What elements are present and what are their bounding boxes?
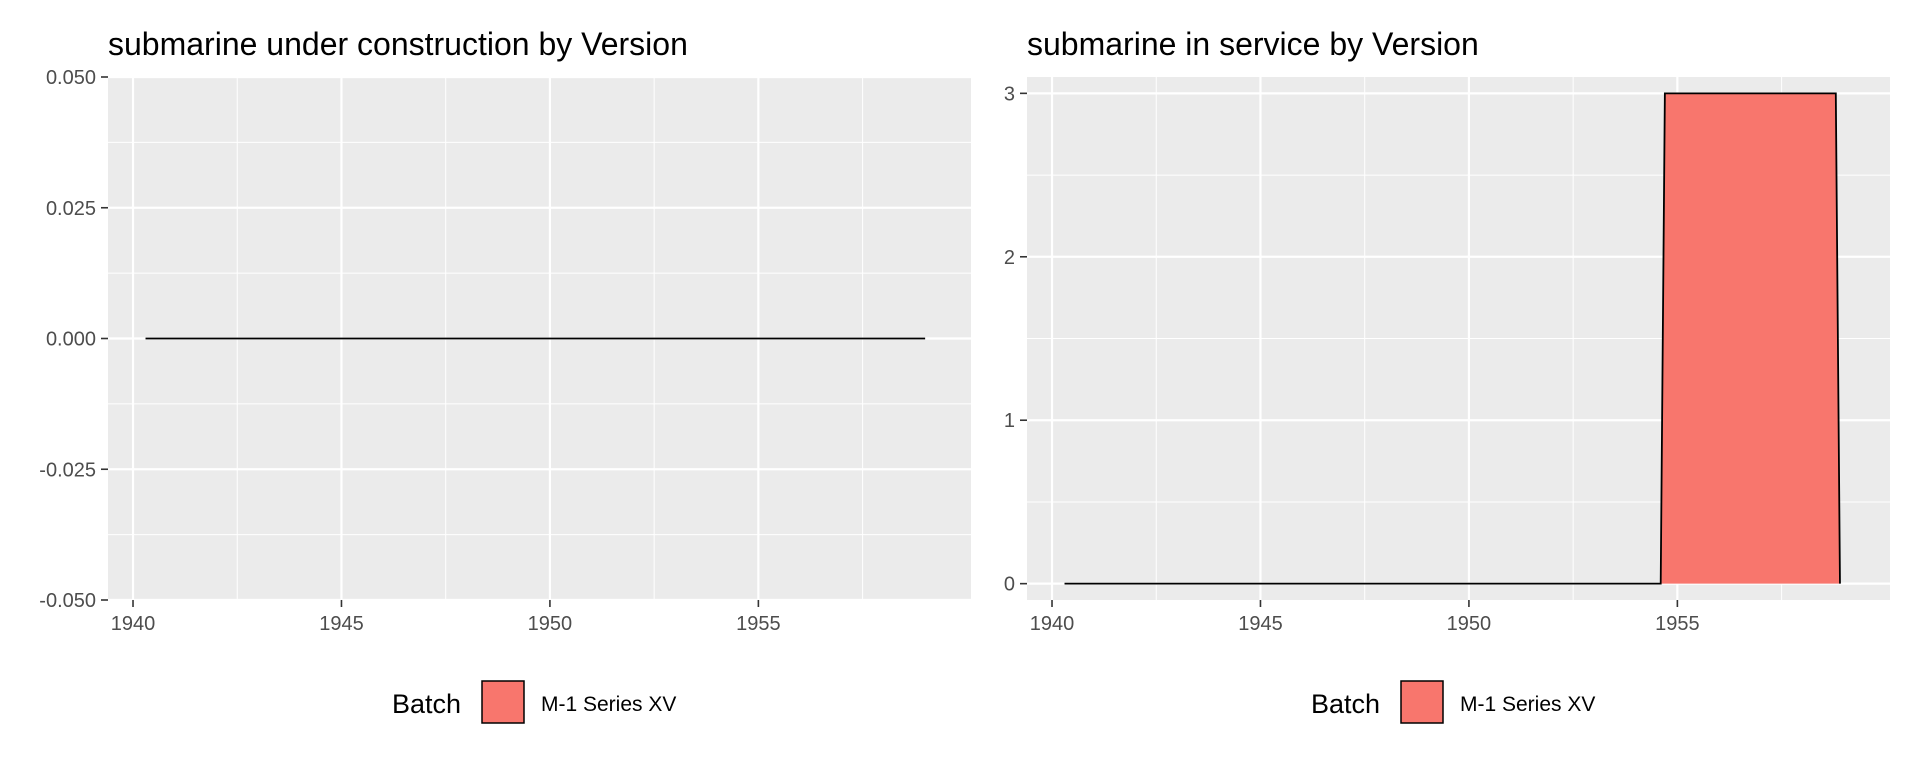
legend-key	[481, 680, 525, 724]
y-tick-label: -0.050	[39, 590, 96, 612]
y-axis: -0.050 -0.025 0.000 0.025 0.050	[39, 67, 108, 612]
legend: Batch M-1 Series XV	[1311, 680, 1595, 724]
x-tick-label: 1945	[1238, 613, 1283, 635]
legend-key	[1400, 680, 1444, 724]
legend: Batch M-1 Series XV	[392, 680, 676, 724]
series-area	[1064, 93, 1840, 584]
x-tick-label: 1955	[736, 613, 781, 635]
y-tick-label: 2	[1004, 247, 1015, 269]
data-layer	[1064, 92, 1841, 585]
series-line	[1064, 92, 1841, 585]
y-tick-label: 1	[1004, 410, 1015, 432]
y-tick-label: 0.025	[46, 198, 96, 220]
legend-label: M-1 Series XV	[541, 693, 676, 716]
x-tick-label: 1945	[319, 613, 364, 635]
x-tick-label: 1940	[111, 613, 156, 635]
chart-title: submarine in service by Version	[1027, 26, 1479, 62]
chart-panel-service: submarine in service by Version 1940 1945…	[1004, 26, 1890, 724]
x-tick-label: 1950	[528, 613, 573, 635]
x-axis: 1940 1945 1950 1955	[111, 600, 781, 635]
x-tick-label: 1955	[1655, 613, 1700, 635]
x-axis: 1940 1945 1950 1955	[1030, 600, 1700, 635]
y-tick-label: 0.050	[46, 67, 96, 89]
y-axis: 0 1 2 3	[1004, 83, 1027, 596]
legend-title: Batch	[1311, 689, 1380, 719]
chart-panel-construction: submarine under construction by Version …	[39, 26, 971, 724]
y-tick-label: 3	[1004, 83, 1015, 105]
legend-title: Batch	[392, 689, 461, 719]
y-tick-label: 0	[1004, 574, 1015, 596]
y-tick-label: -0.025	[39, 459, 96, 481]
chart-title: submarine under construction by Version	[108, 26, 688, 62]
legend-label: M-1 Series XV	[1460, 693, 1595, 716]
x-tick-label: 1940	[1030, 613, 1075, 635]
y-tick-label: 0.000	[46, 329, 96, 351]
x-tick-label: 1950	[1447, 613, 1492, 635]
